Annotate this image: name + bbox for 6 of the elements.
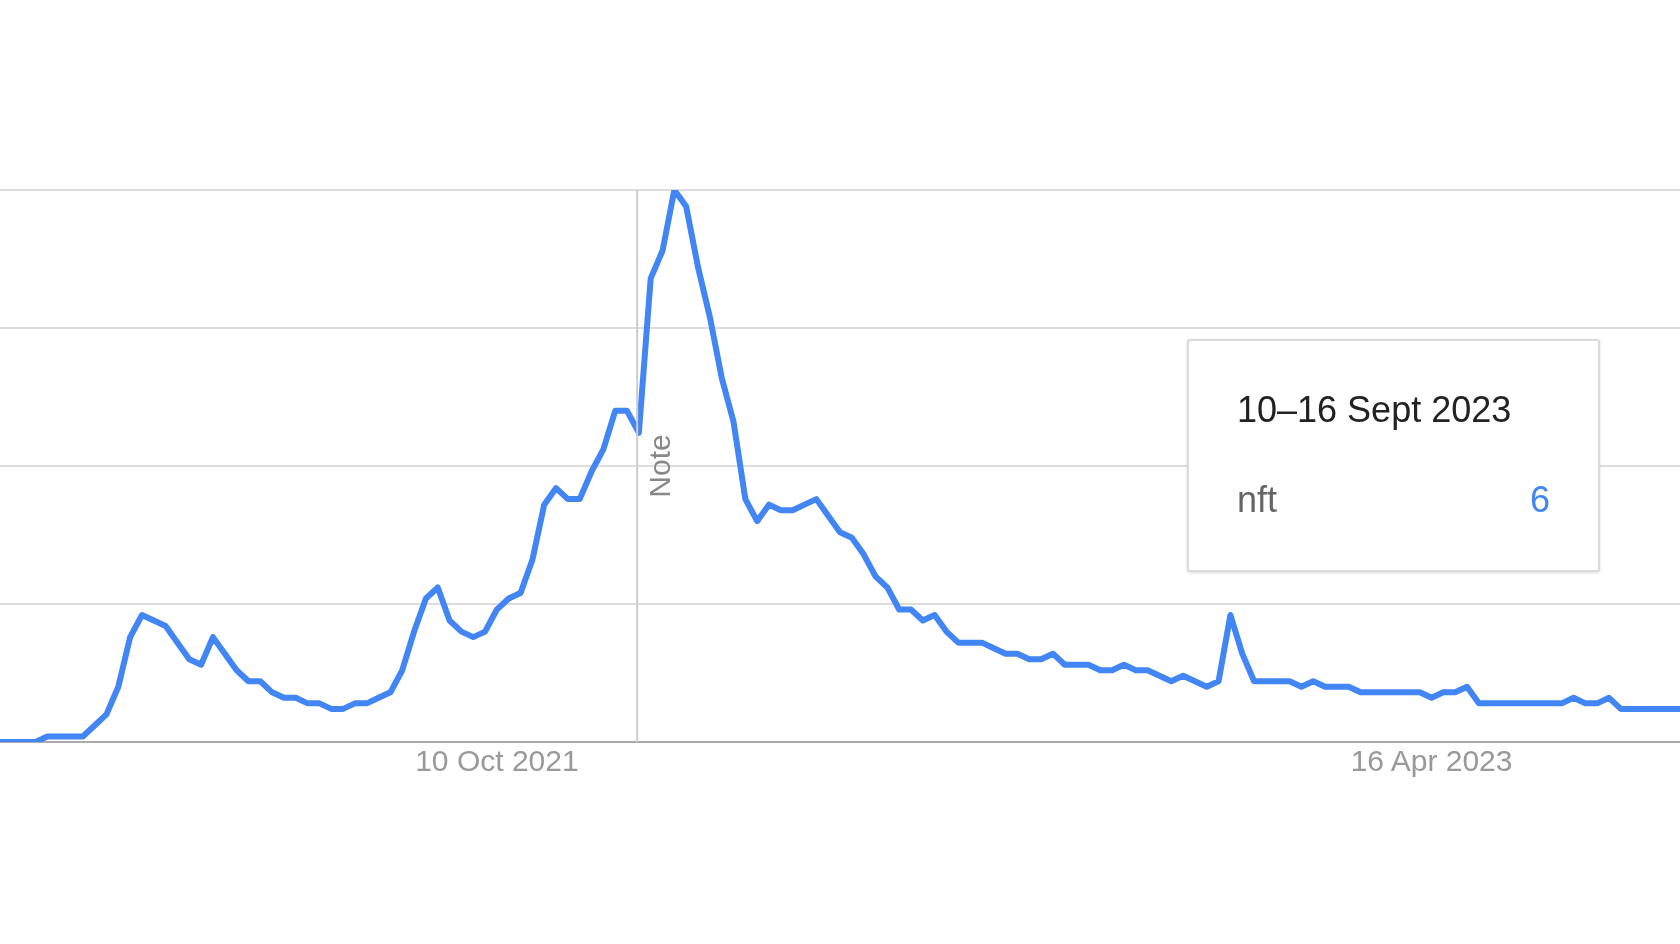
tooltip-card: 10–16 Sept 2023 nft 6 bbox=[1187, 339, 1600, 572]
x-tick-label: 16 Apr 2023 bbox=[1350, 744, 1513, 778]
annotation: 6 bbox=[1529, 479, 1550, 521]
annotation: 10–16 Sept 2023 bbox=[1237, 389, 1512, 431]
x-tick-label: 10 Oct 2021 bbox=[415, 744, 579, 778]
ref-line-label: Note bbox=[643, 434, 677, 498]
